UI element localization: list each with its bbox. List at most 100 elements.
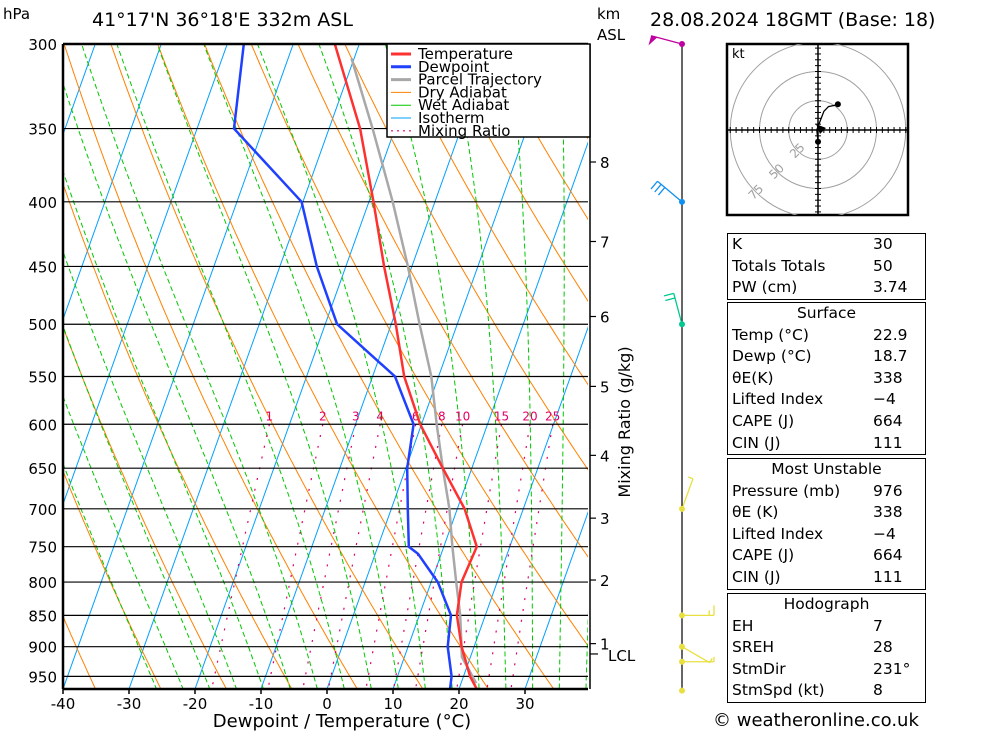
legend-label: Isotherm	[418, 109, 485, 127]
row-label: Dewp (°C)	[732, 347, 812, 366]
pressure-tick-label: 300	[28, 36, 57, 54]
wind-barb-feather	[657, 187, 666, 196]
row-label: Lifted Index	[732, 524, 824, 543]
temperature-tick-label: 20	[449, 695, 468, 713]
wind-barb-staff	[650, 35, 683, 45]
wind-barb	[663, 292, 685, 328]
legend-label: Temperature	[417, 45, 513, 63]
dry-adiabat-line	[344, 44, 588, 471]
km-tick-label: 8	[600, 154, 610, 172]
pressure-tick-label: 750	[28, 539, 57, 557]
wind-barbs	[648, 35, 715, 694]
row-label: CIN (J)	[732, 433, 781, 452]
table-title: Surface	[796, 304, 857, 322]
mixing-ratio-label: 15	[494, 409, 509, 423]
wind-barb-dot	[679, 687, 685, 694]
legend-label: Dewpoint	[418, 58, 489, 76]
wind-barb-feather	[650, 180, 658, 190]
x-axis-label: Dewpoint / Temperature (°C)	[213, 711, 471, 732]
km-tick-label: 4	[600, 447, 610, 465]
wind-barb	[679, 605, 715, 619]
dry-adiabat-line	[484, 44, 588, 221]
mixing-ratio-label: 8	[438, 409, 446, 423]
wet-adiabat-line	[509, 44, 534, 689]
km-tick-label: 1	[600, 636, 610, 654]
dry-adiabat-line	[938, 0, 1000, 705]
mixing-ratio-label: 6	[412, 409, 420, 423]
pressure-tick-label: 600	[28, 416, 57, 434]
temperature-tick-label: 30	[515, 695, 534, 713]
copyright[interactable]: © weatheronline.co.uk	[713, 710, 919, 731]
row-value: 664	[873, 411, 903, 430]
table-row: Totals Totals 50	[728, 256, 925, 278]
wind-barb-staff	[657, 180, 683, 203]
row-value: 3.74	[873, 278, 908, 297]
wet-adiabat-line	[81, 44, 318, 689]
row-value: 22.9	[873, 325, 908, 344]
wet-adiabat-line	[318, 44, 453, 689]
wind-barb-feather	[654, 183, 662, 193]
table-row: Temp (°C) 22.9	[728, 325, 925, 347]
row-value: 8	[873, 681, 883, 700]
row-label: SREH	[732, 638, 775, 657]
dry-adiabat-line	[203, 44, 555, 689]
pressure-tick-label: 850	[28, 607, 57, 625]
km-label: km	[597, 5, 621, 23]
table-row: SREH 28	[728, 637, 925, 659]
mixing-ratio-label: 1	[266, 409, 274, 423]
row-label: Temp (°C)	[732, 325, 809, 344]
row-label: StmSpd (kt)	[732, 681, 825, 700]
hodograph-end-point	[834, 101, 841, 108]
hodograph-start-point	[815, 138, 821, 145]
table-row: θE(K) 338	[728, 368, 925, 390]
pressure-tick-label: 700	[28, 501, 57, 519]
wet-adiabat-line	[384, 44, 480, 689]
wet-adiabat-line	[63, 82, 291, 689]
dewpoint-line	[232, 44, 453, 689]
pressure-tick-label: 800	[28, 574, 57, 592]
row-value: 50	[873, 256, 893, 275]
row-value: 111	[873, 567, 903, 586]
table-row: Dewp (°C) 18.7	[728, 346, 925, 368]
table-row: CIN (J) 111	[728, 433, 925, 455]
row-label: θE (K)	[732, 503, 779, 522]
row-label: Pressure (mb)	[732, 481, 841, 500]
temperature-line	[333, 44, 479, 689]
dry-adiabat-line	[297, 44, 588, 558]
legend-label: Parcel Trajectory	[418, 71, 542, 89]
row-label: CIN (J)	[732, 567, 781, 586]
mixing-ratio-label: 2	[319, 409, 327, 423]
km-tick-label: 6	[600, 309, 610, 327]
isotherm-line	[128, 44, 360, 689]
legend-label: Wet Adiabat	[418, 96, 509, 114]
table-row: StmDir 231°	[728, 659, 925, 681]
dry-adiabat-line	[63, 44, 358, 689]
dry-adiabat-line	[250, 44, 588, 647]
lcl-label: LCL	[608, 647, 636, 665]
mixing-ratio-label: 4	[376, 409, 384, 423]
pressure-tick-label: 950	[28, 668, 57, 686]
wind-barb	[679, 656, 715, 665]
table-row: CAPE (J) 664	[728, 545, 925, 567]
dry-adiabat-line	[63, 469, 162, 689]
pressure-tick-label: 400	[28, 194, 57, 212]
asl-label: ASL	[597, 26, 626, 44]
temperature-tick-label: -40	[51, 695, 76, 713]
dry-adiabat-line	[110, 44, 424, 689]
wind-barb	[679, 476, 694, 512]
wet-adiabat-line	[116, 44, 345, 689]
wet-adiabat-line	[63, 169, 264, 689]
pressure-gridlines	[63, 43, 588, 677]
wind-barb-feather	[663, 292, 674, 297]
table-row: PW (cm) 3.74	[728, 277, 925, 299]
row-value: 231°	[873, 659, 911, 678]
wet-adiabat-line	[63, 394, 184, 689]
pressure-tick-label: 500	[28, 316, 57, 334]
pressure-tick-label: 350	[28, 121, 57, 139]
hodograph-trace	[816, 103, 839, 142]
temperature-tick-label: -10	[249, 695, 274, 713]
mixing-ratio-label: 25	[545, 409, 560, 423]
wet-adiabat-line	[585, 608, 588, 689]
pressure-tick-label: 550	[28, 369, 57, 387]
